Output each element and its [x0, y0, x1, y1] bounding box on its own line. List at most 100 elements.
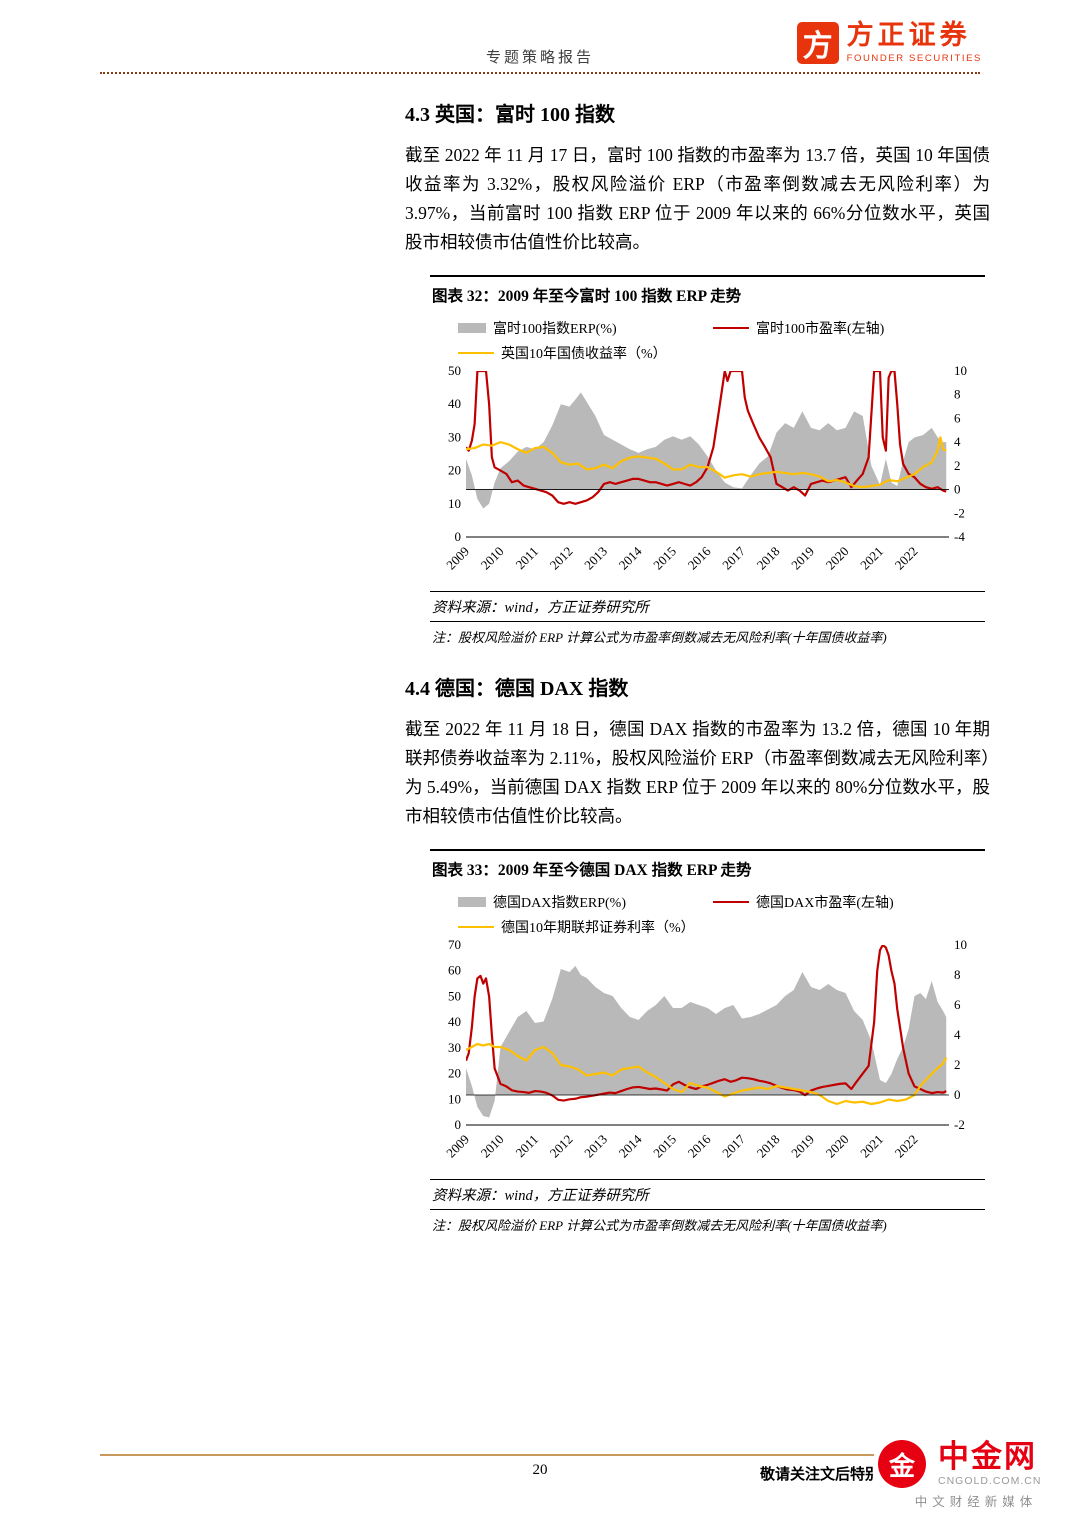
axis-tick-label: 2022	[892, 1132, 921, 1161]
brand-subtitle: FOUNDER SECURITIES	[846, 53, 982, 64]
figure-33-title: 图表 33：2009 年至今德国 DAX 指数 ERP 走势	[430, 849, 985, 882]
axis-tick-label: 10	[954, 937, 967, 952]
axis-tick-label: 2016	[685, 543, 714, 572]
axis-tick-label: 2013	[581, 1132, 610, 1161]
legend-label: 富时100市盈率(左轴)	[756, 322, 885, 337]
series-line	[466, 1042, 948, 1106]
axis-tick-label: 2014	[616, 1131, 645, 1160]
axis-tick-label: 2022	[892, 544, 921, 573]
axis-tick-label: 2009	[443, 1132, 472, 1161]
area-swatch-icon	[458, 323, 486, 333]
axis-tick-label: 2010	[478, 544, 507, 573]
line-swatch-icon	[458, 352, 494, 354]
axis-tick-label: 10	[448, 496, 461, 511]
axis-tick-label: 8	[954, 967, 961, 982]
axis-tick-label: -4	[954, 529, 965, 544]
legend-label: 富时100指数ERP(%)	[493, 322, 617, 337]
legend-item: 富时100市盈率(左轴)	[713, 318, 985, 338]
axis-tick-label: 2019	[788, 544, 817, 573]
axis-tick-label: 2020	[823, 1132, 852, 1161]
axis-tick-label: 2018	[754, 1132, 783, 1161]
ftse-erp-chart: 富时100指数ERP(%) 富时100市盈率(左轴) 英国10年国债收益率（%） 0…	[430, 318, 985, 591]
report-type-label: 专题策略报告	[485, 50, 594, 66]
series-line	[466, 436, 947, 489]
cngold-logo-icon: 金	[878, 1440, 926, 1488]
axis-tick-label: 2017	[719, 1131, 748, 1160]
axis-tick-label: 0	[954, 1087, 961, 1102]
legend-label: 德国10年期联邦证券利率（%）	[501, 921, 695, 936]
watermark-name: 中金网	[938, 1438, 1037, 1474]
axis-tick-label: 2011	[512, 544, 541, 573]
line-swatch-icon	[713, 327, 749, 329]
legend-label: 德国DAX指数ERP(%)	[493, 896, 626, 911]
chart-legend: 富时100指数ERP(%) 富时100市盈率(左轴) 英国10年国债收益率（%）	[430, 318, 985, 363]
axis-tick-label: 10	[448, 1091, 461, 1106]
legend-label: 德国DAX市盈率(左轴)	[756, 896, 894, 911]
axis-tick-label: 60	[448, 963, 461, 978]
axis-tick-label: 2021	[857, 1132, 886, 1161]
axis-tick-label: 2020	[823, 544, 852, 573]
axis-tick-label: 30	[448, 429, 461, 444]
area-swatch-icon	[458, 897, 486, 907]
dax-erp-chart: 德国DAX指数ERP(%) 德国DAX市盈率(左轴) 德国10年期联邦证券利率（%）…	[430, 892, 985, 1179]
header-divider	[100, 72, 980, 74]
axis-tick-label: 40	[448, 1014, 461, 1029]
line-swatch-icon	[713, 901, 749, 903]
figure-32: 图表 32：2009 年至今富时 100 指数 ERP 走势 富时100指数ER…	[430, 275, 985, 646]
brand-logo-icon: 方	[796, 22, 839, 64]
series-area	[466, 966, 947, 1118]
axis-tick-label: 2012	[547, 1132, 576, 1161]
axis-tick-label: 2012	[547, 544, 576, 573]
axis-tick-label: 2013	[581, 544, 610, 573]
axis-tick-label: 2	[954, 458, 961, 473]
footer-divider	[100, 1454, 980, 1456]
axis-tick-label: 2016	[685, 1131, 714, 1160]
series-line	[466, 371, 947, 505]
content-column: 4.3 英国：富时 100 指数 截至 2022 年 11 月 17 日，富时 …	[405, 98, 990, 1260]
legend-item: 德国DAX市盈率(左轴)	[713, 892, 985, 912]
watermark-domain: CNGOLD.COM.CN	[938, 1475, 1042, 1488]
chart-canvas: 0 10 20 30 40 50 60 70 -2 0 2 4 6 8 10 2009 2010 2011 2012…	[443, 937, 967, 1161]
axis-tick-label: 50	[448, 363, 461, 378]
section-4-3-paragraph: 截至 2022 年 11 月 17 日，富时 100 指数的市盈率为 13.7 …	[405, 145, 990, 252]
legend-item: 富时100指数ERP(%)	[458, 318, 713, 338]
axis-tick-label: 2015	[650, 544, 679, 573]
axis-tick-label: 2018	[754, 544, 783, 573]
legend-item: 德国10年期联邦证券利率（%）	[458, 917, 713, 937]
axis-tick-label: 30	[448, 1040, 461, 1055]
series-area	[466, 392, 947, 509]
axis-tick-label: 6	[954, 410, 961, 425]
axis-tick-label: 4	[954, 434, 961, 449]
axis-tick-label: -2	[954, 505, 965, 520]
section-4-3-heading: 4.3 英国：富时 100 指数	[405, 104, 615, 126]
axis-tick-label: 2021	[857, 544, 886, 573]
axis-tick-label: 2	[954, 1057, 961, 1072]
axis-tick-label: 20	[448, 1066, 461, 1081]
legend-item: 英国10年国债收益率（%）	[458, 343, 713, 363]
legend-label: 英国10年国债收益率（%）	[501, 347, 667, 362]
axis-tick-label: -2	[954, 1117, 965, 1132]
axis-tick-label: 50	[448, 988, 461, 1003]
axis-tick-label: 2015	[650, 1132, 679, 1161]
chart-legend: 德国DAX指数ERP(%) 德国DAX市盈率(左轴) 德国10年期联邦证券利率（%）	[430, 892, 985, 937]
brand-name: 方正证券	[846, 20, 971, 50]
axis-tick-label: 2009	[443, 544, 472, 573]
legend-item: 德国DAX指数ERP(%)	[458, 892, 713, 912]
page-number: 20	[532, 1462, 548, 1478]
axis-tick-label: 2019	[788, 1132, 817, 1161]
axis-tick-label: 4	[954, 1027, 961, 1042]
plot-area	[466, 945, 948, 1118]
axis-tick-label: 2017	[719, 543, 748, 572]
line-swatch-icon	[458, 926, 494, 928]
cngold-watermark: 金 中金网 CNGOLD.COM.CN 中文财经新媒体	[874, 1436, 1076, 1514]
axis-tick-label: 2014	[616, 543, 645, 572]
figure-33-source: 资料来源：wind，方正证券研究所	[430, 1179, 985, 1210]
axis-tick-label: 40	[448, 396, 461, 411]
figure-33: 图表 33：2009 年至今德国 DAX 指数 ERP 走势 德国DAX指数ER…	[430, 849, 985, 1234]
founder-securities-logo: 方 方正证券 FOUNDER SECURITIES	[796, 20, 982, 64]
axis-tick-label: 20	[448, 463, 461, 478]
axis-tick-label: 10	[954, 363, 967, 378]
section-4-4-paragraph: 截至 2022 年 11 月 18 日，德国 DAX 指数的市盈率为 13.2 …	[405, 719, 990, 826]
